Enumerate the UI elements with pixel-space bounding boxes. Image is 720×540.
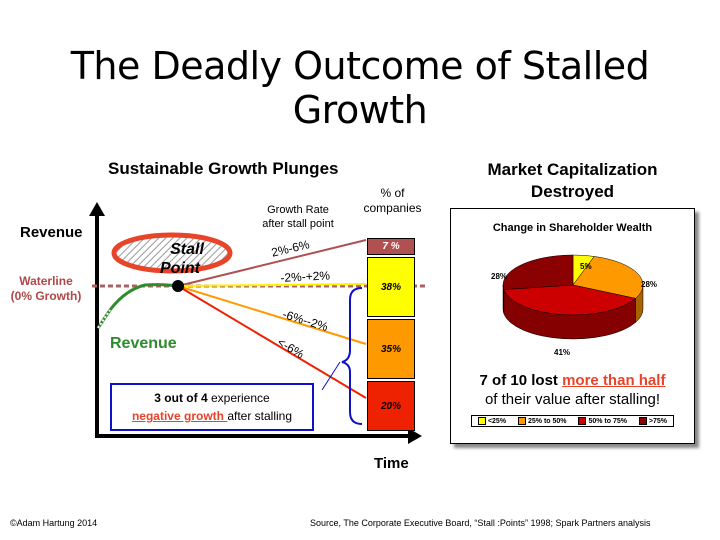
pie-slice [572,256,644,299]
slide-title: The Deadly Outcome of Stalled Growth [70,44,650,132]
revenue-curve [96,283,177,329]
summary-count: 7 of 10 [479,372,528,389]
pie-summary: 7 of 10 lost more than half of their val… [451,371,694,409]
trend-line-flat [177,283,367,287]
pie-slice [503,284,637,316]
legend-swatch-25-50 [517,417,526,425]
legend-swatch-50-75 [578,417,587,425]
trend-line-2-6 [177,239,367,287]
source-text: Source, The Corporate Executive Board, “… [310,518,651,528]
y-axis-label: Revenue [20,224,83,241]
waterline-label: Waterline (0% Growth) [10,274,82,303]
pie-slice [502,254,574,290]
y-axis-arrow [89,202,105,216]
trend-line-neg-6-2 [177,285,367,345]
pie-label-50-75: 41% [554,348,571,357]
bar-label-flat: 38% [380,281,401,293]
bar-label-2-6: 7 % [382,241,400,252]
x-axis-arrow [408,428,422,444]
summary-highlight: more than half [562,372,666,389]
pie-label-gt75: 28% [491,272,508,281]
pct-stacked-bar: 7 % 38% 35% 20% [367,238,415,431]
bar-label-neg-6-2: 35% [380,343,401,355]
bar-segment-below-6: 20% [367,381,415,431]
legend-swatch-lt25 [477,417,486,425]
left-chart-heading: Sustainable Growth Plunges [108,159,339,178]
pie-title: Change in Shareholder Wealth [492,222,653,234]
summary-text-1: lost [527,372,563,389]
legend-item-50-75: 50% to 75% [578,417,627,425]
legend-swatch-gt75 [638,417,647,425]
pct-companies-header: % of companies [363,186,422,215]
stall-point-label: Stall Point [160,241,204,277]
legend-item-25-50: 25% to 50% [517,417,567,425]
copyright-text: ©Adam Hartung 2014 [10,518,98,528]
bar-label-below-6: 20% [380,400,401,412]
stall-point-dot [172,280,184,292]
x-axis-label: Time [374,455,409,472]
negative-growth-bracket [341,287,363,425]
growth-rate-header: Growth Rate after stall point [262,204,334,230]
trend-line-below-6 [177,285,367,399]
callout-text-2: after stalling [227,409,293,423]
bar-segment-flat: 38% [367,257,415,317]
callout-highlight: negative growth [131,409,228,423]
legend-item-gt75: >75% [638,417,667,425]
pie-label-lt25: 5% [580,262,592,271]
negative-growth-callout: 3 out of 4 experience negative growth af… [110,383,314,431]
shareholder-wealth-box: Change in Shareholder Wealth 5% 28% 41% … [450,208,695,444]
rate-label-flat: -2%-+2% [280,268,331,285]
bar-segment-2-6: 7 % [367,238,415,255]
summary-text-2: of their value after stalling! [484,391,661,408]
callout-connector [321,361,341,391]
pie-label-25-50: 28% [641,280,658,289]
revenue-curve-label: Revenue [110,335,177,352]
legend-item-lt25: <25% [477,417,506,425]
bar-segment-neg-6-2: 35% [367,319,415,379]
pie-legend: <25% 25% to 50% 50% to 75% >75% [471,415,674,427]
callout-count: 3 out of 4 [154,391,208,405]
callout-text-1: experience [207,391,270,405]
right-panel-heading: Market Capitalization Destroyed [487,160,658,201]
stall-point-ellipse [111,232,233,274]
shareholder-pie [502,254,644,340]
